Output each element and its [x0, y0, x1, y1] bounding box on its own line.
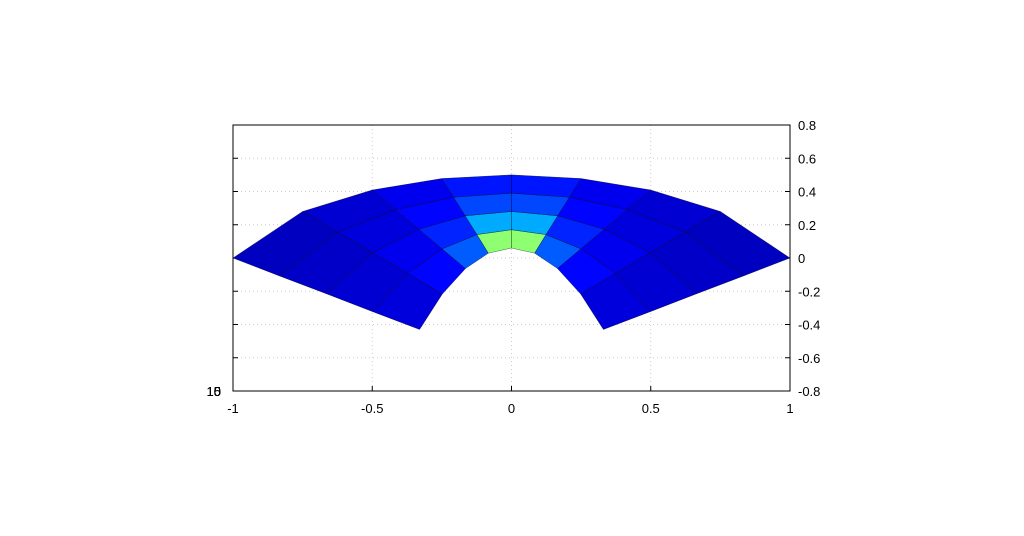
y-tick-label: -0.8 [798, 384, 820, 399]
z-tick-label: 0 [214, 384, 221, 399]
y-tick-label: 0.8 [798, 118, 816, 133]
x-tick-label: 0 [508, 401, 515, 416]
x-tick-label: -0.5 [361, 401, 383, 416]
y-tick-label: 0.6 [798, 151, 816, 166]
y-tick-label: -0.2 [798, 284, 820, 299]
x-tick-label: 0.5 [642, 401, 660, 416]
y-tick-label: 0.2 [798, 218, 816, 233]
x-tick-label: 1 [786, 401, 793, 416]
x-tick-label: -1 [227, 401, 239, 416]
z-tick-label: 15 [207, 384, 221, 399]
plot-frame [232, 124, 791, 392]
z-tick-label: 10 [207, 384, 221, 399]
z-tick-label: 5 [214, 384, 221, 399]
y-tick-label: 0 [798, 251, 805, 266]
y-tick-label: -0.6 [798, 351, 820, 366]
surface-cell [441, 174, 512, 198]
y-tick-label: -0.4 [798, 318, 820, 333]
surface-cell [511, 174, 582, 198]
y-tick-label: 0.4 [798, 185, 816, 200]
